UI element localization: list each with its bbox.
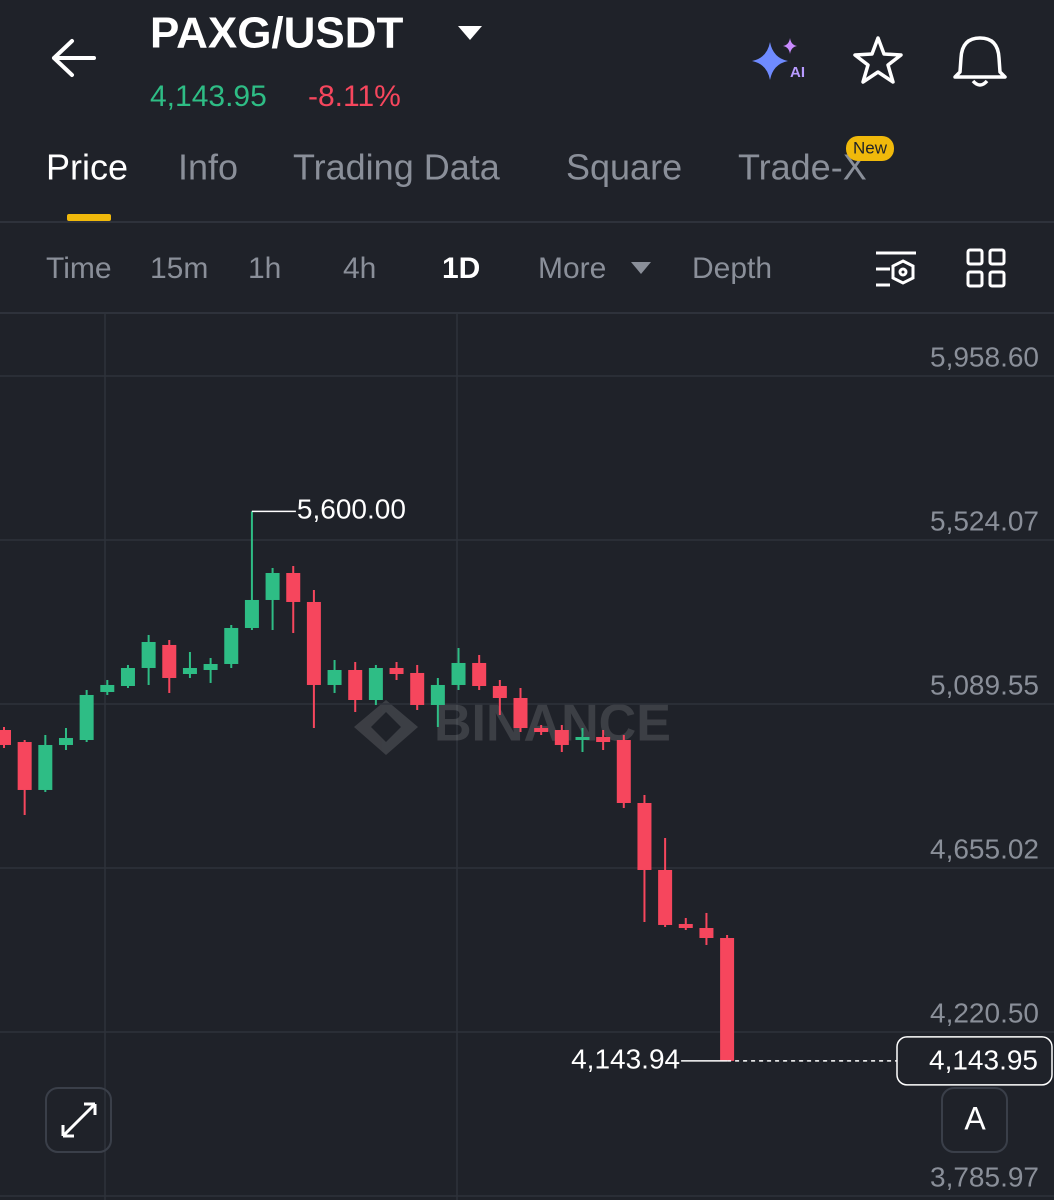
- candle-body: [658, 869, 673, 925]
- new-badge: [846, 136, 894, 161]
- auto-scale-label: A: [964, 1100, 986, 1136]
- back-button[interactable]: [52, 39, 96, 77]
- candle-body: [58, 738, 73, 745]
- candle-body: [513, 698, 528, 729]
- candle-body: [492, 685, 507, 699]
- y-tick-label: 5,958.60: [930, 341, 1039, 372]
- last-price-box: [896, 1036, 1053, 1086]
- candle-body: [678, 923, 693, 928]
- candle-body: [699, 927, 714, 938]
- candle-body: [203, 663, 218, 670]
- active-tab-indicator: [67, 214, 111, 221]
- interval[interactable]: Time: [46, 252, 112, 285]
- alert-button[interactable]: [953, 36, 1007, 87]
- new-badge-label: New: [853, 138, 888, 157]
- tab[interactable]: Info: [178, 147, 238, 188]
- interval[interactable]: Depth: [692, 252, 772, 285]
- favorite-button[interactable]: [853, 36, 903, 84]
- candle-body: [120, 667, 135, 686]
- candle-body: [430, 684, 445, 705]
- tab[interactable]: Price: [46, 147, 128, 188]
- candle-body: [182, 667, 197, 674]
- candle-body: [410, 672, 425, 705]
- candle-body: [451, 662, 466, 685]
- plot: 5,958.60 5,524.07 5,089.55 4,655.02 4,220.50…: [0, 341, 1054, 1197]
- tab[interactable]: Trading Data: [293, 147, 501, 188]
- indicator-settings-button[interactable]: [876, 251, 916, 287]
- auto-scale-button[interactable]: A: [941, 1087, 1008, 1153]
- pair-title[interactable]: PAXG/USDT: [150, 9, 404, 58]
- candle-body: [38, 744, 53, 790]
- candle-body: [0, 730, 11, 745]
- candle-body: [162, 644, 177, 678]
- interval[interactable]: More: [538, 252, 606, 285]
- candle-body: [575, 736, 590, 741]
- last-price-label: 4,143.95: [929, 1044, 1038, 1075]
- candle-body: [327, 669, 342, 685]
- candle-body: [306, 601, 321, 685]
- candle-body: [720, 937, 735, 1061]
- candle-body: [389, 667, 404, 674]
- candle-body: [141, 641, 156, 668]
- pair-dropdown[interactable]: [458, 26, 482, 40]
- candle-body: [224, 627, 239, 664]
- candle-body: [286, 573, 301, 602]
- candle-body: [637, 802, 652, 870]
- candle-body: [79, 694, 94, 741]
- expand-button[interactable]: [45, 1087, 112, 1153]
- candle-body: [100, 684, 115, 692]
- y-tick-label: 5,524.07: [930, 505, 1039, 536]
- candle-body: [596, 736, 611, 743]
- ai-label: AI: [790, 64, 805, 81]
- candle-body: [17, 742, 32, 790]
- candle-body: [554, 730, 569, 745]
- layout-button[interactable]: [966, 248, 1006, 288]
- header-change: -8.11%: [308, 80, 401, 113]
- interval[interactable]: 4h: [343, 252, 376, 285]
- low-marker-label: 4,143.94: [571, 1043, 680, 1074]
- candle-body: [244, 599, 259, 628]
- header-price: 4,143.95: [150, 80, 267, 113]
- more-dropdown[interactable]: [631, 262, 651, 274]
- candle-body: [368, 667, 383, 701]
- interval[interactable]: 1h: [248, 252, 281, 285]
- y-tick-label: 5,089.55: [930, 669, 1039, 700]
- candle-body: [265, 573, 280, 600]
- interval-active[interactable]: 1D: [442, 252, 480, 285]
- tab[interactable]: Trade-X: [738, 147, 867, 188]
- candle-body: [472, 662, 487, 686]
- y-tick-label: 3,785.97: [930, 1161, 1039, 1192]
- y-tick-label: 4,655.02: [930, 833, 1039, 864]
- candle-body: [534, 728, 549, 733]
- high-marker-label: 5,600.00: [297, 494, 406, 525]
- y-tick-label: 4,220.50: [930, 997, 1039, 1028]
- ai-button[interactable]: AI: [752, 38, 805, 81]
- candle-body: [616, 740, 631, 803]
- interval[interactable]: 15m: [150, 252, 208, 285]
- tab[interactable]: Square: [566, 147, 682, 188]
- candle-body: [348, 669, 363, 701]
